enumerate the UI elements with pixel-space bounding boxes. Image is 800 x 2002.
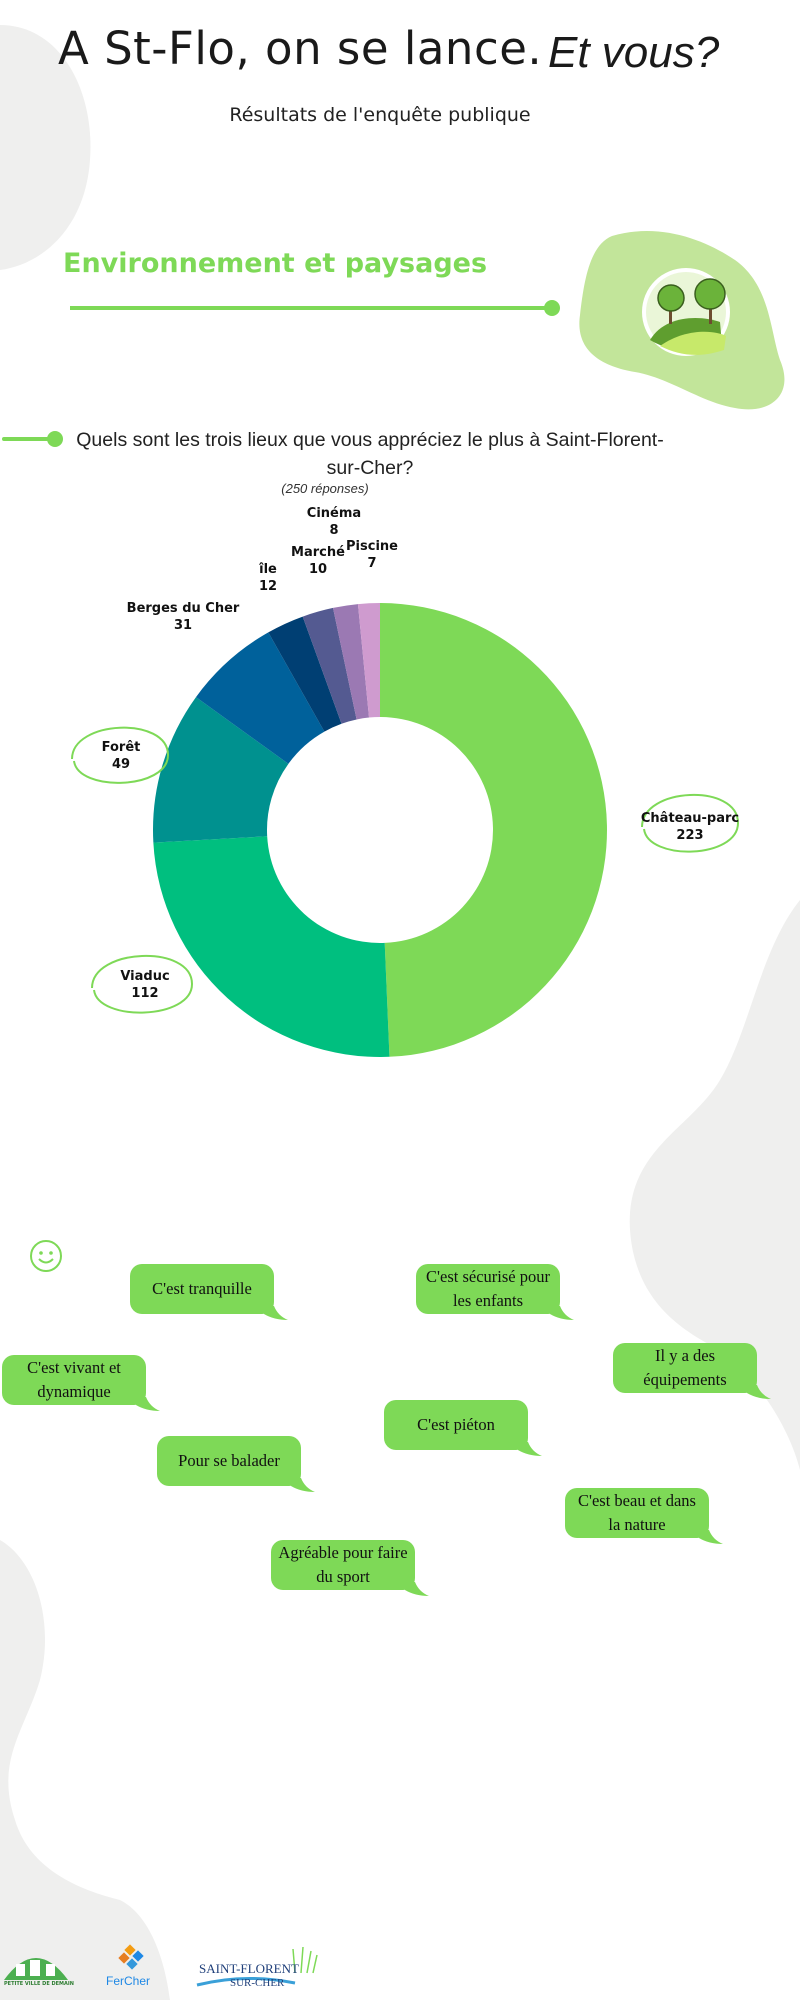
value-label: 49 [112,757,130,772]
right-blob [629,900,800,1470]
comment-text: Pour se balader [157,1436,301,1486]
section-title: Environnement et paysages [63,248,488,279]
value-label: 112 [131,986,158,1001]
slice-cinema [333,604,370,720]
page-title-italic: Et vous? [548,28,720,77]
logo-text-fercher: FerCher [106,1974,151,1988]
fercher-mark-icon [118,1944,144,1970]
label-chateau-parc: Château-parc 223 [641,811,739,843]
top-left-blob [0,25,91,270]
reeds-wave-icon [196,1946,318,1987]
comment-bubble: C'est tranquille [130,1264,292,1324]
slice-marche [302,607,357,724]
label-foret: Forêt 49 [102,740,141,772]
survey-question: Quels sont les trois lieux que vous appr… [76,429,664,479]
category-label: Marché [291,545,345,560]
highlight-circle-foret [71,726,170,784]
category-label: Viaduc [120,969,169,984]
highlight-circle-chateau-parc [641,794,740,853]
houses-icon [4,1958,68,1980]
saint-florent-sur-cher-logo: SAINT-FLORENT SUR-CHER [195,1943,320,1998]
donut-chart: Château-parc 223 Viaduc 112 Forêt 49 Berges du… [71,506,740,1057]
slice-berges-du-cher [195,632,325,764]
slice-viaduc [153,836,390,1057]
comment-text: C'est beau et dans la nature [565,1488,709,1538]
comment-bubble: C'est sécurisé pour les enfants [416,1264,578,1324]
logo-text-sur-cher: SUR-CHER [230,1977,285,1989]
logo-text-saint-florent: SAINT-FLORENT [199,1961,299,1976]
comment-text: C'est vivant et dynamique [2,1355,146,1405]
page-title: A St-Flo, on se lance. [58,22,543,75]
comment-text: Il y a des équipements [613,1343,757,1393]
comment-bubble: Pour se balader [157,1436,319,1496]
slice-piscine [357,603,380,718]
highlight-circle-viaduc [91,955,194,1014]
page-subtitle: Résultats de l'enquête publique [229,104,531,126]
value-label: 12 [259,579,277,594]
comment-text: C'est tranquille [130,1264,274,1314]
comment-bubble: Il y a des équipements [613,1343,775,1403]
label-berges-du-cher: Berges du Cher 31 [127,601,240,633]
question-bullet [2,431,63,447]
category-label: Berges du Cher [127,601,240,616]
comment-text: C'est sécurisé pour les enfants [416,1264,560,1314]
smiley-icon [30,1240,62,1272]
slice-foret [152,697,289,843]
section-divider [70,300,560,316]
comment-text: C'est piéton [384,1400,528,1450]
value-label: 10 [309,562,327,577]
category-label: Piscine [346,539,398,554]
label-marche: Marché 10 [291,545,345,577]
fercher-logo: FerCher [100,1942,170,1998]
value-label: 31 [174,618,192,633]
slice-chateau-parc [380,603,607,1057]
comment-bubble: C'est beau et dans la nature [565,1488,727,1548]
comment-bubble: C'est vivant et dynamique [2,1355,164,1415]
petite-ville-de-demain-logo: PETITE VILLE DE DEMAIN [0,1940,74,1998]
category-label: Cinéma [307,506,361,521]
trees-landscape-icon [642,268,730,356]
category-label: Forêt [102,740,141,755]
value-label: 8 [329,523,338,538]
label-piscine: Piscine 7 [346,539,398,571]
category-label: île [258,562,277,577]
comment-bubble: Agréable pour faire du sport [271,1540,433,1600]
category-label: Château-parc [641,811,739,826]
response-count: (250 réponses) [281,481,369,496]
bottom-left-blob [0,1540,170,2000]
label-cinema: Cinéma 8 [307,506,361,538]
value-label: 223 [676,828,703,843]
comment-bubble: C'est piéton [384,1400,546,1460]
label-viaduc: Viaduc 112 [120,969,169,1001]
comment-text: Agréable pour faire du sport [271,1540,415,1590]
value-label: 7 [367,556,376,571]
slice-ile [268,616,342,732]
label-ile: île 12 [258,562,277,594]
logo-text-pvd: PETITE VILLE DE DEMAIN [4,1981,74,1987]
